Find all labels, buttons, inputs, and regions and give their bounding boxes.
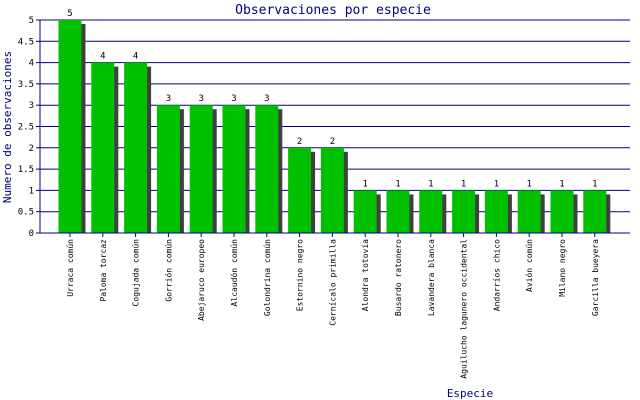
bar [288, 147, 312, 233]
labels: 0 0.5 1 1.5 2 2.5 3 3.5 4 4.5 5 5 Urraca común 4 Palom… [18, 9, 600, 379]
bar-value-label: 3 [231, 94, 236, 104]
bar [386, 190, 410, 233]
y-tick-label: 3.5 [18, 80, 34, 90]
bar [353, 190, 377, 233]
bar-value-label: 1 [395, 179, 400, 189]
x-tick-label: Busardo ratonero [394, 239, 403, 316]
bar [550, 190, 574, 233]
bar [189, 105, 213, 233]
y-axis-label: Numero de observaciones [1, 51, 14, 203]
bar-value-label: 3 [198, 94, 203, 104]
bar-value-label: 1 [559, 179, 564, 189]
x-axis-label: Especie [447, 387, 493, 400]
x-tick-label: Alondra totovía [361, 239, 370, 311]
bar [320, 147, 344, 233]
y-tick-label: 0.5 [18, 208, 34, 218]
x-tick-label: Aguilucho lagunero occidental [460, 239, 469, 379]
bar-value-label: 1 [362, 179, 367, 189]
chart-title: Observaciones por especie [235, 3, 431, 18]
bar [156, 105, 180, 233]
bar [124, 62, 148, 233]
y-tick-label: 5 [29, 16, 34, 26]
bar [222, 105, 246, 233]
x-tick-label: Garcilla bueyera [591, 239, 600, 316]
bar [484, 190, 508, 233]
x-tick-label: Cernícalo primilla [328, 239, 337, 326]
bar-value-label: 2 [330, 137, 335, 147]
x-tick-label: Golondrina común [263, 239, 272, 316]
x-tick-label: Alcaudón común [229, 239, 239, 307]
bar [452, 190, 476, 233]
bar [58, 20, 82, 233]
bar-value-label: 1 [526, 179, 531, 189]
y-tick-label: 3 [29, 101, 34, 111]
x-tick-label: Paloma torcaz [99, 239, 108, 302]
axes [36, 19, 630, 237]
y-tick-label: 0 [29, 229, 34, 239]
bar [91, 62, 115, 233]
bar-value-label: 3 [166, 94, 171, 104]
y-tick-label: 4.5 [18, 37, 34, 47]
y-tick-label: 4 [29, 59, 34, 69]
bar-value-label: 4 [133, 52, 138, 62]
x-tick-label: Cogujada común [132, 239, 141, 307]
x-tick-label: Andarríos chico [492, 239, 501, 311]
x-tick-label: Milano negro [558, 239, 567, 297]
x-tick-label: Gorrión común [163, 239, 173, 302]
y-tick-label: 1 [29, 186, 34, 196]
x-tick-label: Abejaruco europeo [197, 239, 206, 321]
bar-value-label: 1 [461, 179, 466, 189]
bar [255, 105, 279, 233]
y-tick-label: 2 [29, 144, 34, 154]
bar-value-label: 2 [297, 137, 302, 147]
x-tick-label: Urraca común [66, 239, 75, 297]
bar [583, 190, 607, 233]
bar [517, 190, 541, 233]
bar-value-label: 4 [100, 52, 105, 62]
x-tick-label: Lavandera blanca [427, 239, 436, 316]
bar-value-label: 5 [67, 9, 72, 19]
y-tick-label: 2.5 [18, 123, 34, 133]
x-tick-label: Avión común [524, 239, 534, 292]
bar-value-label: 1 [592, 179, 597, 189]
bars [58, 20, 611, 233]
bar-value-label: 1 [428, 179, 433, 189]
bar-value-label: 3 [264, 94, 269, 104]
bar-value-label: 1 [494, 179, 499, 189]
y-tick-label: 1.5 [18, 165, 34, 175]
bar [419, 190, 443, 233]
x-tick-label: Estornino negro [296, 239, 305, 311]
